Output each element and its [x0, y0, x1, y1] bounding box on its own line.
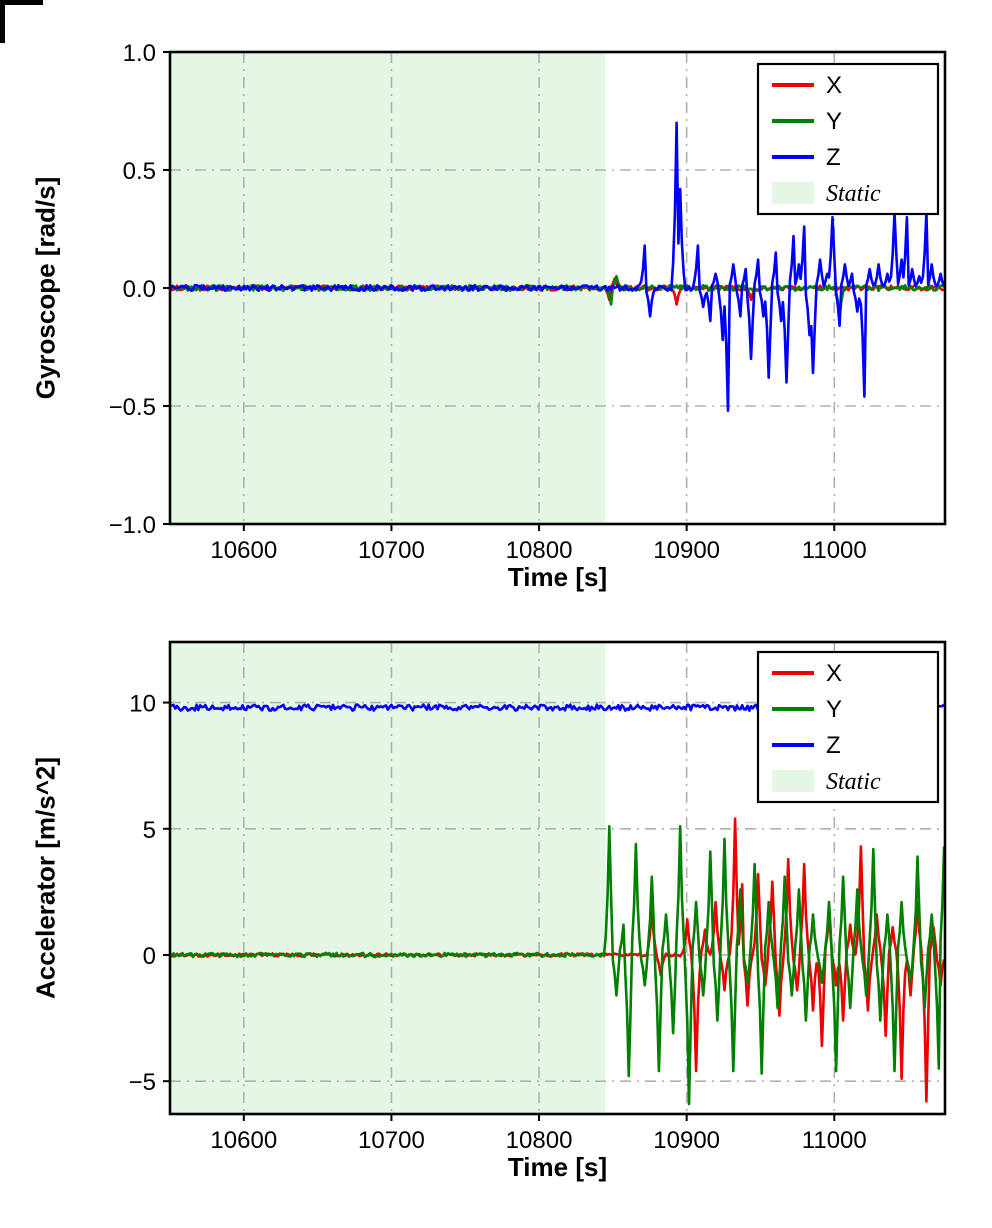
x-tick-label: 10800: [506, 537, 573, 564]
y-tick-label: 1.0: [123, 40, 156, 67]
x-tick-label: 11000: [802, 537, 867, 564]
legend-swatch-static: [772, 770, 814, 792]
tick-labels: 10600 10700 10800 10900 11000 −5 0 5 10: [129, 691, 867, 1154]
legend-label-static: Static: [826, 769, 881, 795]
x-tick-label: 10600: [210, 1127, 277, 1154]
y-tick-label: 0.5: [123, 158, 156, 185]
y-tick-label: 0.0: [123, 276, 156, 303]
legend-label-static: Static: [826, 181, 881, 207]
y-tick-label: −0.5: [109, 394, 156, 421]
accelerator-y-axis-label: Accelerator [m/s^2]: [30, 756, 61, 1000]
y-tick-label: 5: [143, 817, 156, 844]
series-lines: [170, 121, 945, 412]
series-y-line: [170, 825, 945, 1106]
x-tick-label: 10900: [653, 1127, 720, 1154]
gyroscope-y-axis-label: Gyroscope [rad/s]: [30, 176, 61, 400]
legend: XYZ Static: [756, 650, 940, 804]
x-tick-label: 10700: [358, 537, 425, 564]
legend-label-x: X: [826, 72, 842, 99]
tick-labels: 10600 10700 10800 10900 11000 −1.0 −0.5 0.0 0.5 1…: [109, 40, 867, 564]
static-region: [170, 642, 606, 1114]
x-tick-label: 10700: [358, 1127, 425, 1154]
x-tick-label: 11000: [802, 1127, 867, 1154]
series-z-line: [170, 121, 945, 412]
y-tick-label: 0: [143, 943, 156, 970]
accelerator-x-axis-label: Time [s]: [507, 1152, 608, 1182]
gyroscope-x-axis-label: Time [s]: [507, 562, 608, 592]
y-tick-label: −5: [129, 1069, 156, 1096]
legend-label-z: Z: [826, 732, 841, 759]
tick-marks: [163, 51, 836, 531]
legend: XYZ Static: [756, 62, 940, 216]
axes-border: [168, 640, 947, 1116]
legend-label-y: Y: [826, 108, 842, 135]
x-tick-label: 10600: [210, 537, 277, 564]
accelerometer-chart: 10600 10700 10800 10900 11000 −5 0 5 10 XYZ Static: [129, 640, 947, 1154]
legend-label-z: Z: [826, 144, 841, 171]
gyroscope-chart: 10600 10700 10800 10900 11000 −1.0 −0.5 0.0 0.5 1…: [109, 40, 947, 564]
legend-label-y: Y: [826, 696, 842, 723]
legend-swatch-static: [772, 182, 814, 204]
legend-label-x: X: [826, 660, 842, 687]
x-tick-label: 10800: [506, 1127, 573, 1154]
y-tick-label: 10: [129, 691, 156, 718]
tick-marks: [163, 701, 836, 1121]
x-tick-label: 10900: [653, 537, 720, 564]
y-tick-label: −1.0: [109, 512, 156, 539]
